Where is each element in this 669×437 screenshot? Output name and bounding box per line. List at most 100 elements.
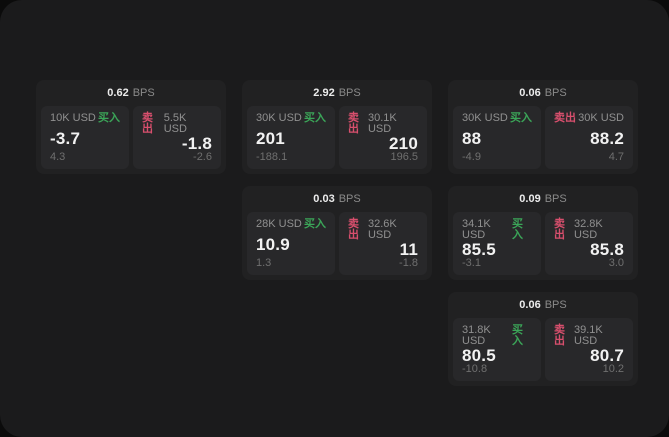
bps-unit-label: BPS xyxy=(338,87,361,99)
sell-delta: 10.2 xyxy=(602,363,624,375)
sell-side-label: 卖出 xyxy=(554,218,565,241)
sell-panel-top: 卖出 5.5K USD xyxy=(142,113,212,135)
buy-delta: -10.8 xyxy=(462,363,488,375)
buy-panel-top: 30K USD 买入 xyxy=(462,113,532,124)
buy-panel-top: 34.1K USD 买入 xyxy=(462,219,532,241)
bps-unit-label: BPS xyxy=(544,299,567,311)
buy-delta: -4.9 xyxy=(462,151,481,163)
sell-delta: -2.6 xyxy=(193,151,212,163)
buy-panel[interactable]: 31.8K USD 买入 80.5 -10.8 xyxy=(453,318,541,381)
buy-notional: 30K USD xyxy=(462,112,508,124)
buy-delta: 1.3 xyxy=(256,257,272,269)
buy-panel[interactable]: 10K USD 买入 -3.7 4.3 xyxy=(41,106,129,169)
card-header: 0.06 BPS xyxy=(453,80,633,106)
sell-panel[interactable]: 卖出 39.1K USD 80.7 10.2 xyxy=(545,318,633,381)
buy-price: 88 xyxy=(462,128,482,148)
buy-panel[interactable]: 34.1K USD 买入 85.5 -3.1 xyxy=(453,212,541,275)
buy-side-label: 买入 xyxy=(510,112,532,124)
sell-panel[interactable]: 卖出 32.8K USD 85.8 3.0 xyxy=(545,212,633,275)
card-header: 0.06 BPS xyxy=(453,292,633,318)
quote-panels: 30K USD 买入 201 -188.1 卖出 30.1K USD 210 1… xyxy=(247,106,427,169)
sell-panel[interactable]: 卖出 5.5K USD -1.8 -2.6 xyxy=(133,106,221,169)
buy-notional: 34.1K USD xyxy=(462,218,491,241)
quote-card: 0.06 BPS 31.8K USD 买入 80.5 -10.8 卖出 39.1… xyxy=(448,292,638,386)
bps-value: 0.09 xyxy=(519,193,541,205)
sell-price: 210 xyxy=(389,134,418,153)
sell-panel[interactable]: 卖出 32.6K USD 11 -1.8 xyxy=(339,212,427,275)
buy-side-label: 买入 xyxy=(304,112,326,124)
quote-card: 0.03 BPS 28K USD 买入 10.9 1.3 卖出 32.6K US… xyxy=(242,186,432,280)
quote-panels: 10K USD 买入 -3.7 4.3 卖出 5.5K USD -1.8 -2.… xyxy=(41,106,221,169)
buy-price: 201 xyxy=(256,128,285,148)
sell-delta: 3.0 xyxy=(608,257,624,269)
sell-side-label: 卖出 xyxy=(554,324,565,347)
card-header: 0.03 BPS xyxy=(247,186,427,212)
sell-price: -1.8 xyxy=(181,134,212,153)
bps-unit-label: BPS xyxy=(544,193,567,205)
sell-panel[interactable]: 卖出 30K USD 88.2 4.7 xyxy=(545,106,633,169)
sell-side-label: 卖出 xyxy=(348,218,359,241)
sell-panel[interactable]: 卖出 30.1K USD 210 196.5 xyxy=(339,106,427,169)
sell-notional: 32.6K USD xyxy=(367,218,397,241)
sell-panel-top: 卖出 30K USD xyxy=(554,113,624,124)
bps-value: 0.06 xyxy=(519,299,541,311)
bps-unit-label: BPS xyxy=(132,87,155,99)
quote-card: 0.09 BPS 34.1K USD 买入 85.5 -3.1 卖出 32.8K… xyxy=(448,186,638,280)
sell-delta: 4.7 xyxy=(608,151,624,163)
buy-panel-top: 30K USD 买入 xyxy=(256,113,326,124)
buy-notional: 30K USD xyxy=(256,112,302,124)
sell-notional: 5.5K USD xyxy=(163,112,187,135)
sell-panel-top: 卖出 39.1K USD xyxy=(554,325,624,347)
bps-value: 0.62 xyxy=(107,87,129,99)
buy-panel-top: 31.8K USD 买入 xyxy=(462,325,532,347)
sell-price: 80.7 xyxy=(590,346,624,365)
bps-value: 2.92 xyxy=(313,87,335,99)
buy-delta: 4.3 xyxy=(50,151,66,163)
buy-notional: 28K USD xyxy=(256,218,302,230)
sell-panel-top: 卖出 30.1K USD xyxy=(348,113,418,135)
sell-price: 11 xyxy=(399,240,418,259)
quote-panels: 31.8K USD 买入 80.5 -10.8 卖出 39.1K USD 80.… xyxy=(453,318,633,381)
buy-panel[interactable]: 30K USD 买入 88 -4.9 xyxy=(453,106,541,169)
sell-notional: 30.1K USD xyxy=(367,112,397,135)
buy-side-label: 买入 xyxy=(98,112,120,124)
quote-card: 0.06 BPS 30K USD 买入 88 -4.9 卖出 30K USD 8… xyxy=(448,80,638,174)
buy-panel-top: 10K USD 买入 xyxy=(50,113,120,124)
sell-notional: 30K USD xyxy=(578,112,624,124)
buy-price: -3.7 xyxy=(50,128,81,148)
buy-side-label: 买入 xyxy=(512,218,524,241)
quote-panels: 28K USD 买入 10.9 1.3 卖出 32.6K USD 11 -1.8 xyxy=(247,212,427,275)
sell-notional: 39.1K USD xyxy=(573,324,603,347)
buy-panel-top: 28K USD 买入 xyxy=(256,219,326,230)
buy-notional: 31.8K USD xyxy=(462,324,491,347)
buy-price: 80.5 xyxy=(462,346,496,365)
card-header: 0.62 BPS xyxy=(41,80,221,106)
sell-price: 85.8 xyxy=(590,240,624,259)
bps-unit-label: BPS xyxy=(544,87,567,99)
sell-panel-top: 卖出 32.6K USD xyxy=(348,219,418,241)
quotes-grid: 0.62 BPS 10K USD 买入 -3.7 4.3 卖出 5.5K USD… xyxy=(36,80,638,386)
sell-panel-top: 卖出 32.8K USD xyxy=(554,219,624,241)
buy-side-label: 买入 xyxy=(512,324,524,347)
quote-panels: 34.1K USD 买入 85.5 -3.1 卖出 32.8K USD 85.8… xyxy=(453,212,633,275)
quote-card: 2.92 BPS 30K USD 买入 201 -188.1 卖出 30.1K … xyxy=(242,80,432,174)
card-header: 2.92 BPS xyxy=(247,80,427,106)
sell-side-label: 卖出 xyxy=(142,112,153,135)
buy-delta: -3.1 xyxy=(462,257,481,269)
bps-unit-label: BPS xyxy=(338,193,361,205)
card-header: 0.09 BPS xyxy=(453,186,633,212)
buy-notional: 10K USD xyxy=(50,112,96,124)
quote-card: 0.62 BPS 10K USD 买入 -3.7 4.3 卖出 5.5K USD… xyxy=(36,80,226,174)
buy-panel[interactable]: 30K USD 买入 201 -188.1 xyxy=(247,106,335,169)
bps-value: 0.06 xyxy=(519,87,541,99)
bps-value: 0.03 xyxy=(313,193,335,205)
sell-side-label: 卖出 xyxy=(348,112,359,135)
buy-delta: -188.1 xyxy=(256,151,288,163)
buy-side-label: 买入 xyxy=(304,218,326,230)
sell-side-label: 卖出 xyxy=(554,112,576,124)
sell-delta: -1.8 xyxy=(399,257,418,269)
sell-delta: 196.5 xyxy=(390,151,418,163)
quote-panels: 30K USD 买入 88 -4.9 卖出 30K USD 88.2 4.7 xyxy=(453,106,633,169)
buy-panel[interactable]: 28K USD 买入 10.9 1.3 xyxy=(247,212,335,275)
buy-price: 85.5 xyxy=(462,240,496,259)
